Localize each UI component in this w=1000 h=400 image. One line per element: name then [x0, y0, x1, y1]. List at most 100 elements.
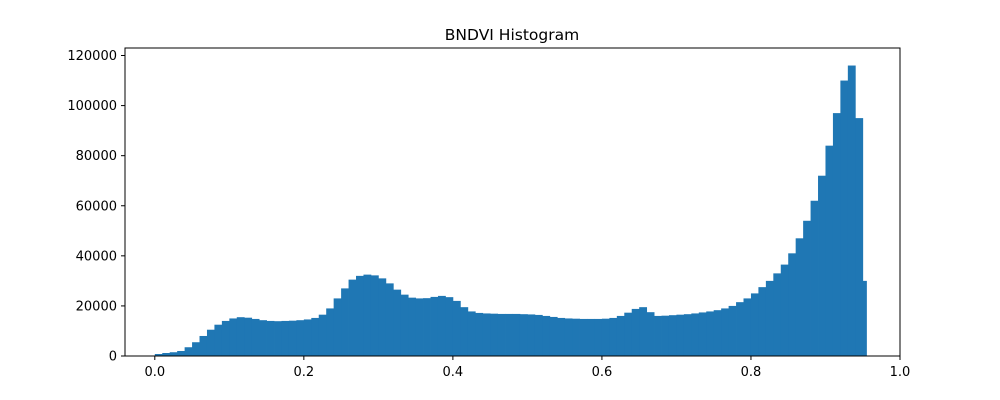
x-tick-label: 1.0 — [890, 365, 911, 380]
x-tick-label: 0.4 — [443, 365, 464, 380]
histogram-bar — [378, 278, 387, 356]
histogram-bar — [460, 307, 469, 356]
histogram-bar — [788, 253, 797, 356]
histogram-bar — [758, 287, 767, 356]
histogram-bar — [713, 310, 722, 356]
histogram-bar — [415, 298, 424, 356]
plot-frame — [124, 47, 901, 357]
y-tick-label: 40000 — [76, 249, 117, 264]
histogram-bar — [661, 315, 670, 356]
histogram-bar — [169, 352, 178, 356]
histogram-bar — [206, 329, 215, 356]
histogram-bar — [594, 318, 603, 356]
histogram-bars — [154, 65, 867, 357]
histogram-bar — [542, 315, 551, 356]
histogram-bar — [341, 288, 349, 356]
histogram-bar — [616, 315, 625, 356]
histogram-bar — [795, 238, 804, 356]
histogram-bar — [527, 314, 536, 356]
y-tick-label: 60000 — [76, 199, 117, 214]
histogram-bar — [244, 317, 253, 356]
histogram-bar — [318, 314, 327, 356]
histogram-bar — [840, 80, 849, 357]
histogram-bar — [698, 312, 707, 356]
histogram-bar — [810, 200, 819, 356]
histogram-bar — [534, 314, 543, 356]
histogram-bar — [370, 275, 379, 356]
histogram-bar — [229, 318, 238, 356]
histogram-bar — [624, 312, 633, 356]
histogram-bar — [400, 294, 409, 356]
histogram-bar — [721, 308, 729, 356]
histogram-bar — [385, 283, 394, 356]
histogram-bar — [423, 298, 431, 356]
histogram-bar — [601, 318, 610, 356]
x-tick-label: 0.2 — [294, 365, 315, 380]
histogram-bar — [780, 264, 789, 356]
histogram-bar — [609, 317, 618, 356]
histogram-bar — [750, 293, 759, 356]
histogram-bar — [192, 342, 200, 356]
histogram-bar — [862, 280, 867, 356]
histogram-bar — [728, 305, 737, 356]
histogram-bar — [579, 318, 588, 356]
histogram-bar — [281, 320, 290, 356]
histogram-bar — [549, 316, 558, 356]
histogram-bar — [303, 319, 312, 356]
histogram-bar — [832, 113, 841, 356]
histogram-bar — [445, 297, 454, 356]
histogram-bar — [333, 298, 342, 356]
histogram-bar — [274, 321, 282, 356]
histogram-bar — [467, 311, 476, 356]
histogram-bar — [683, 314, 692, 356]
histogram-bar — [348, 279, 357, 356]
histogram-bar — [631, 308, 640, 356]
histogram-bar — [296, 320, 305, 356]
histogram-bar — [311, 317, 320, 356]
y-tick-label: 20000 — [76, 299, 117, 314]
histogram-bar — [482, 313, 491, 356]
histogram-bar — [676, 314, 685, 356]
histogram-bar — [288, 320, 297, 356]
histogram-bar — [363, 274, 372, 356]
y-tick-label: 100000 — [67, 99, 117, 114]
histogram-bar — [162, 353, 171, 356]
y-tick-label: 0 — [109, 350, 117, 365]
histogram-bar — [356, 275, 364, 356]
y-axis-ticks: 0 20000 40000 60000 80000 100000 120000 — [67, 49, 125, 365]
histogram-bar — [326, 308, 335, 356]
histogram-bar — [646, 312, 655, 356]
x-tick-label: 0.0 — [144, 365, 165, 380]
histogram-bar — [452, 300, 461, 356]
histogram-bar — [855, 118, 864, 356]
histogram-bar — [818, 175, 826, 356]
chart-title: BNDVI Histogram — [445, 26, 579, 44]
x-axis-ticks: 0.0 0.2 0.4 0.6 0.8 1.0 — [144, 356, 910, 380]
x-tick-label: 0.8 — [741, 365, 762, 380]
histogram-bar — [251, 318, 260, 356]
y-tick-label: 120000 — [67, 49, 117, 64]
histogram-bar — [475, 312, 484, 356]
histogram-bar — [587, 318, 595, 356]
histogram-bar — [497, 313, 506, 356]
histogram-bar — [706, 311, 715, 356]
histogram-bar — [825, 145, 834, 356]
histogram-bar — [668, 315, 677, 356]
histogram-bar — [184, 347, 193, 356]
histogram-bar — [765, 280, 774, 356]
histogram-bar — [490, 313, 498, 356]
histogram-bar — [654, 315, 662, 356]
histogram-bar — [430, 296, 439, 356]
histogram-bar — [639, 307, 648, 356]
histogram-bar — [437, 295, 446, 356]
histogram-bar — [408, 297, 417, 356]
histogram-bar — [557, 317, 566, 356]
y-tick-label: 80000 — [76, 149, 117, 164]
histogram-bar — [154, 354, 163, 356]
histogram-bar — [847, 65, 856, 356]
histogram-bar — [773, 273, 782, 356]
histogram-bar — [505, 313, 513, 356]
x-tick-label: 0.6 — [592, 365, 613, 380]
histogram-bar — [266, 320, 275, 356]
